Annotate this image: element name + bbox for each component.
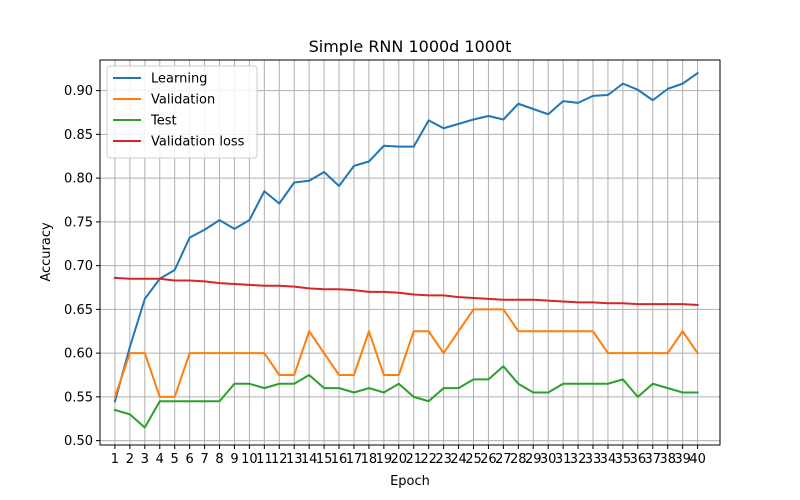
series-lines (113, 71, 699, 429)
x-tick-label: 17 (346, 452, 363, 467)
x-tick-label: 22 (420, 452, 437, 467)
x-tick-label: 14 (301, 452, 318, 467)
y-axis-ticks: 0.50 0.55 0.60 0.65 0.70 0.75 0.80 0.85 0.90 (64, 84, 100, 449)
x-tick-label: 38 (659, 452, 676, 467)
y-tick-label: 0.75 (64, 215, 93, 230)
y-tick-label: 0.55 (64, 390, 93, 405)
legend: Learning Validation Test Validation loss (106, 65, 258, 159)
x-tick-label: 7 (200, 452, 208, 467)
y-tick-label: 0.80 (64, 172, 93, 187)
x-tick-label: 11 (256, 452, 273, 467)
y-tick-label: 0.50 (64, 434, 93, 449)
x-tick-label: 25 (465, 452, 482, 467)
x-tick-label: 20 (391, 452, 408, 467)
x-tick-label: 1 (111, 452, 119, 467)
x-tick-label: 13 (286, 452, 303, 467)
x-tick-label: 10 (241, 452, 258, 467)
legend-label-validation-loss: Validation loss (151, 135, 245, 150)
y-tick-label: 0.85 (64, 128, 93, 143)
x-axis-label: Epoch (390, 474, 430, 489)
series-line-validation (113, 308, 699, 399)
chart-title: Simple RNN 1000d 1000t (309, 37, 512, 56)
series-line-validation-loss (113, 276, 699, 307)
legend-box (106, 65, 258, 159)
legend-label-learning: Learning (151, 72, 207, 87)
x-tick-label: 34 (600, 452, 617, 467)
x-tick-label: 2 (126, 452, 134, 467)
x-tick-label: 15 (316, 452, 333, 467)
y-tick-label: 0.70 (64, 259, 93, 274)
x-tick-label: 33 (585, 452, 602, 467)
x-tick-label: 3 (141, 452, 149, 467)
y-axis-label: Accuracy (39, 222, 54, 282)
legend-label-validation: Validation (151, 93, 215, 108)
x-tick-label: 24 (450, 452, 467, 467)
x-tick-label: 19 (376, 452, 393, 467)
x-tick-label: 6 (185, 452, 193, 467)
series-line-learning (113, 71, 699, 403)
x-tick-label: 21 (405, 452, 422, 467)
x-tick-label: 29 (525, 452, 542, 467)
x-tick-label: 23 (435, 452, 452, 467)
x-tick-label: 37 (644, 452, 661, 467)
x-tick-label: 35 (615, 452, 632, 467)
x-tick-label: 26 (480, 452, 497, 467)
x-tick-label: 9 (230, 452, 238, 467)
plot-area-frame (99, 59, 721, 446)
x-tick-label: 32 (570, 452, 587, 467)
x-tick-label: 27 (495, 452, 512, 467)
x-tick-label: 4 (156, 452, 164, 467)
y-tick-label: 0.65 (64, 303, 93, 318)
x-tick-label: 39 (674, 452, 691, 467)
x-tick-label: 30 (540, 452, 557, 467)
x-tick-label: 5 (171, 452, 179, 467)
x-tick-label: 18 (361, 452, 378, 467)
x-tick-label: 36 (630, 452, 647, 467)
x-tick-label: 16 (331, 452, 348, 467)
series-line-test (113, 365, 699, 429)
x-tick-label: 40 (689, 452, 706, 467)
y-tick-label: 0.90 (64, 84, 93, 99)
x-tick-label: 28 (510, 452, 527, 467)
legend-label-test: Test (150, 114, 177, 129)
x-tick-label: 31 (555, 452, 572, 467)
x-axis-ticks: 1 2 3 4 5 6 7 8 9 1011121314151617181920212223242… (111, 445, 706, 467)
y-tick-label: 0.60 (64, 347, 93, 362)
x-tick-label: 8 (215, 452, 223, 467)
x-tick-label: 12 (271, 452, 288, 467)
